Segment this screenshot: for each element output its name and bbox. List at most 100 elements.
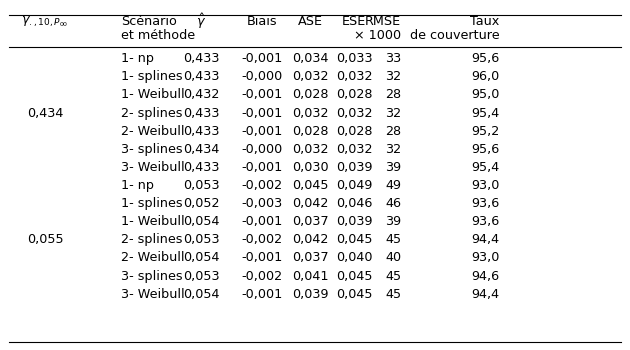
Text: 0,041: 0,041 [292,270,329,282]
Text: 95,6: 95,6 [471,143,499,156]
Text: 93,6: 93,6 [471,197,499,210]
Text: 39: 39 [385,161,401,174]
Text: ESE: ESE [342,15,367,28]
Text: 3- Weibull: 3- Weibull [122,288,185,301]
Text: 96,0: 96,0 [471,70,499,83]
Text: 93,0: 93,0 [471,179,499,192]
Text: 0,034: 0,034 [292,52,329,65]
Text: 0,433: 0,433 [183,52,220,65]
Text: -0,001: -0,001 [241,288,282,301]
Text: 49: 49 [385,179,401,192]
Text: 3- splines: 3- splines [122,270,183,282]
Text: 0,028: 0,028 [292,89,329,101]
Text: 95,0: 95,0 [471,89,499,101]
Text: -0,002: -0,002 [241,270,282,282]
Text: -0,001: -0,001 [241,251,282,265]
Text: 0,030: 0,030 [292,161,329,174]
Text: 28: 28 [385,125,401,138]
Text: RMSE: RMSE [365,15,401,28]
Text: 1- Weibull: 1- Weibull [122,89,185,101]
Text: 0,434: 0,434 [27,106,64,120]
Text: $\gamma_{.,10,P_{00}}$: $\gamma_{.,10,P_{00}}$ [21,15,69,29]
Text: 0,055: 0,055 [27,233,64,246]
Text: 46: 46 [385,197,401,210]
Text: 0,032: 0,032 [292,143,329,156]
Text: 45: 45 [385,233,401,246]
Text: 45: 45 [385,288,401,301]
Text: -0,001: -0,001 [241,125,282,138]
Text: 0,052: 0,052 [183,197,220,210]
Text: ASE: ASE [298,15,323,28]
Text: 0,028: 0,028 [336,89,372,101]
Text: -0,000: -0,000 [241,70,282,83]
Text: 0,045: 0,045 [336,270,372,282]
Text: 0,054: 0,054 [183,251,220,265]
Text: 0,037: 0,037 [292,215,329,228]
Text: 39: 39 [385,215,401,228]
Text: -0,002: -0,002 [241,179,282,192]
Text: 1- np: 1- np [122,179,154,192]
Text: $\hat{\gamma}$: $\hat{\gamma}$ [197,12,207,32]
Text: -0,001: -0,001 [241,215,282,228]
Text: 0,042: 0,042 [292,233,329,246]
Text: 95,2: 95,2 [471,125,499,138]
Text: -0,002: -0,002 [241,233,282,246]
Text: 28: 28 [385,89,401,101]
Text: 0,042: 0,042 [292,197,329,210]
Text: -0,001: -0,001 [241,52,282,65]
Text: 0,054: 0,054 [183,288,220,301]
Text: 0,432: 0,432 [183,89,219,101]
Text: 3- splines: 3- splines [122,143,183,156]
Text: 0,433: 0,433 [183,106,220,120]
Text: 0,054: 0,054 [183,215,220,228]
Text: -0,001: -0,001 [241,106,282,120]
Text: 2- Weibull: 2- Weibull [122,251,185,265]
Text: 3- Weibull: 3- Weibull [122,161,185,174]
Text: 32: 32 [385,143,401,156]
Text: × 1000: × 1000 [354,29,401,42]
Text: -0,000: -0,000 [241,143,282,156]
Text: 0,045: 0,045 [292,179,329,192]
Text: 2- Weibull: 2- Weibull [122,125,185,138]
Text: 0,037: 0,037 [292,251,329,265]
Text: 40: 40 [385,251,401,265]
Text: -0,001: -0,001 [241,161,282,174]
Text: 1- Weibull: 1- Weibull [122,215,185,228]
Text: Taux: Taux [470,15,499,28]
Text: 0,045: 0,045 [336,233,372,246]
Text: 0,433: 0,433 [183,161,220,174]
Text: 0,040: 0,040 [336,251,372,265]
Text: 0,434: 0,434 [183,143,219,156]
Text: Scénario: Scénario [122,15,177,28]
Text: 0,028: 0,028 [292,125,329,138]
Text: 0,032: 0,032 [292,106,329,120]
Text: de couverture: de couverture [410,29,499,42]
Text: 94,4: 94,4 [471,288,499,301]
Text: 93,6: 93,6 [471,215,499,228]
Text: 0,049: 0,049 [336,179,372,192]
Text: 2- splines: 2- splines [122,233,183,246]
Text: -0,003: -0,003 [241,197,282,210]
Text: 94,6: 94,6 [471,270,499,282]
Text: 45: 45 [385,270,401,282]
Text: 1- splines: 1- splines [122,70,183,83]
Text: 0,032: 0,032 [292,70,329,83]
Text: 0,046: 0,046 [336,197,372,210]
Text: 95,4: 95,4 [471,106,499,120]
Text: et méthode: et méthode [122,29,195,42]
Text: 1- np: 1- np [122,52,154,65]
Text: 0,053: 0,053 [183,179,220,192]
Text: 2- splines: 2- splines [122,106,183,120]
Text: 33: 33 [385,52,401,65]
Text: 1- splines: 1- splines [122,197,183,210]
Text: -0,001: -0,001 [241,89,282,101]
Text: 32: 32 [385,106,401,120]
Text: Biais: Biais [246,15,277,28]
Text: 0,032: 0,032 [336,106,372,120]
Text: 0,039: 0,039 [336,215,372,228]
Text: 0,433: 0,433 [183,125,220,138]
Text: 0,053: 0,053 [183,270,220,282]
Text: 0,039: 0,039 [336,161,372,174]
Text: 0,033: 0,033 [336,52,373,65]
Text: 0,433: 0,433 [183,70,220,83]
